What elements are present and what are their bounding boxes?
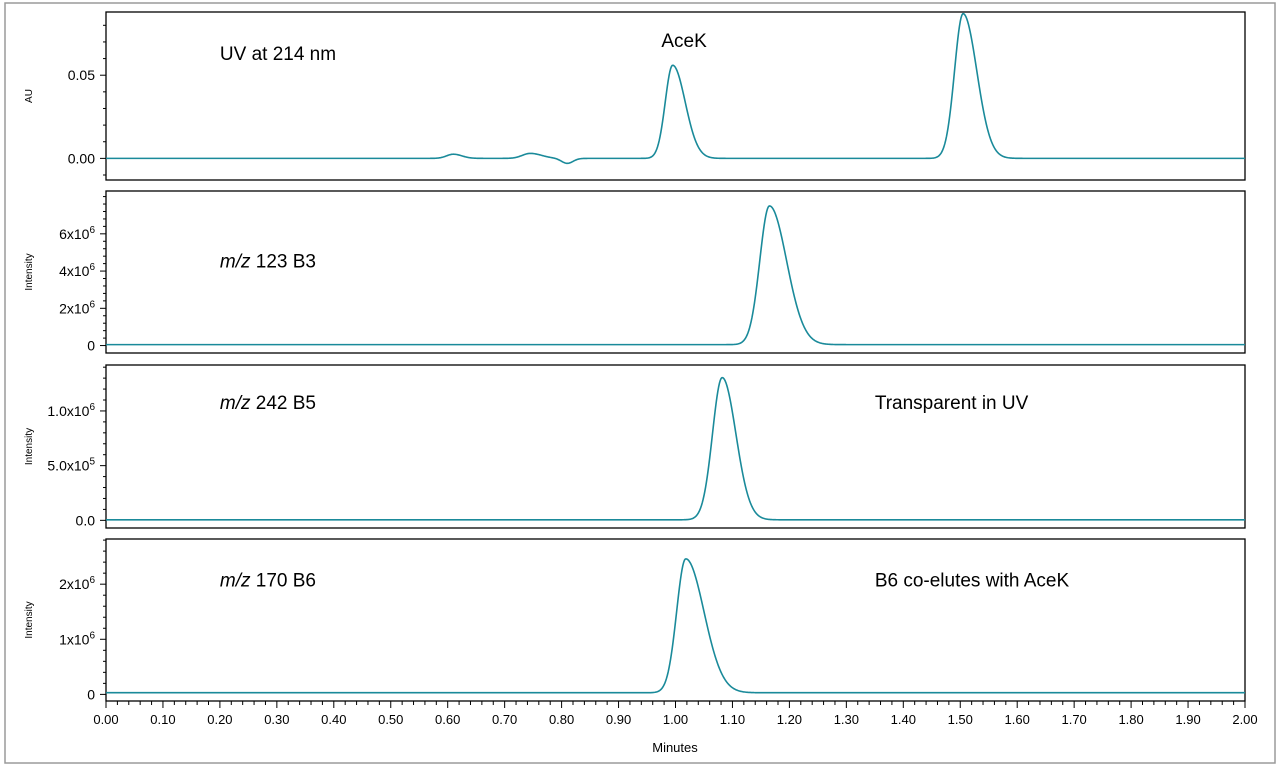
panel-3-annotation-mz: m/z xyxy=(220,393,251,414)
panel-3-annotation-label: 242 B5 xyxy=(251,393,317,414)
panel-3-ytick-label: 0.0 xyxy=(76,512,96,528)
panel-3-ylabel: Intensity xyxy=(24,428,35,465)
panel-4-trace xyxy=(106,558,1245,694)
panel-4-ytick-label-exp: 6 xyxy=(89,575,95,586)
panel-2-ytick-label-base: 2x10 xyxy=(59,300,90,316)
panel-2-ytick-label: 4x106 xyxy=(59,262,95,279)
panel-4-annotation-b6: m/z 170 B6 xyxy=(220,570,316,591)
panel-3-ytick-label: 5.0x105 xyxy=(47,457,95,474)
panel-3-ytick-label-base: 5.0x10 xyxy=(47,458,89,474)
panel-3-axis: 0.0 5.0x105 1.0x106 xyxy=(47,366,106,528)
panel-1-annotation-uv: UV at 214 nm xyxy=(220,44,336,65)
panel-2-ytick-label-exp: 6 xyxy=(89,225,95,236)
panel-2-ytick-label-exp: 6 xyxy=(89,299,95,310)
x-tick-label: 0.40 xyxy=(321,712,346,727)
x-tick-label: 1.00 xyxy=(663,712,688,727)
x-tick-label: 0.30 xyxy=(264,712,289,727)
panel-2-annotation-b3: m/z 123 B3 xyxy=(220,251,316,272)
x-tick-label: 0.00 xyxy=(93,712,118,727)
panel-3-frame xyxy=(105,364,1246,529)
panel-4-ytick-label-base: 0 xyxy=(87,686,95,702)
panel-2-trace xyxy=(106,205,1245,346)
panel-4-ytick-label-base: 2x10 xyxy=(59,576,90,592)
panel-1-ytick-label: 0.05 xyxy=(68,67,95,83)
x-tick-label: 1.10 xyxy=(720,712,745,727)
panel-1-annotation-acek: AceK xyxy=(661,31,707,52)
x-tick-label: 2.00 xyxy=(1232,712,1257,727)
panel-2-ytick-label-base: 0 xyxy=(87,338,95,354)
x-tick-label: 0.70 xyxy=(492,712,517,727)
panel-3-trace xyxy=(106,376,1245,521)
x-axis-label: Minutes xyxy=(652,740,698,755)
panel-3-ytick-label-base: 1.0x10 xyxy=(47,403,89,419)
x-tick-label: 0.50 xyxy=(378,712,403,727)
panel-2-frame xyxy=(105,190,1246,354)
panel-4-ytick-label-exp: 6 xyxy=(89,630,95,641)
panel-4-ytick-label: 2x106 xyxy=(59,575,95,592)
panel-1-ytick-label-base: 0.00 xyxy=(68,150,95,166)
panel-2-ytick-label: 0 xyxy=(87,338,95,354)
panel-2-ytick-label-base: 6x10 xyxy=(59,226,90,242)
panel-3-ytick-label-exp: 5 xyxy=(89,457,95,468)
x-tick-label: 1.30 xyxy=(834,712,859,727)
x-axis: 0.00 0.10 0.20 0.30 0.40 0.50 0.60 0.70 0.80 0.90… xyxy=(93,701,1258,727)
panel-1: 0.00 0.05 AU UV at 214 nm AceK xyxy=(24,11,1246,181)
panel-4-annotation-coelute: B6 co-elutes with AceK xyxy=(875,570,1070,591)
panel-3-annotation-transparent: Transparent in UV xyxy=(875,393,1029,414)
x-tick-label: 1.50 xyxy=(948,712,973,727)
panel-2-ylabel: Intensity xyxy=(24,253,35,290)
panel-2-ytick-label: 2x106 xyxy=(59,299,95,316)
panel-2-ytick-label-exp: 6 xyxy=(89,262,95,273)
panel-2-ytick-label: 6x106 xyxy=(59,225,95,242)
panel-1-ytick-label-base: 0.05 xyxy=(68,67,95,83)
x-tick-label: 1.60 xyxy=(1005,712,1030,727)
x-tick-label: 1.80 xyxy=(1118,712,1143,727)
panel-1-trace xyxy=(106,12,1245,165)
panel-4-ytick-label-base: 1x10 xyxy=(59,631,90,647)
x-tick-label: 0.80 xyxy=(549,712,574,727)
x-tick-label: 0.20 xyxy=(207,712,232,727)
panel-3-ytick-label: 1.0x106 xyxy=(47,402,95,419)
outer-border xyxy=(4,2,1276,764)
x-tick-label: 1.70 xyxy=(1061,712,1086,727)
panel-4-ytick-label: 1x106 xyxy=(59,630,95,647)
panel-2-ytick-label-base: 4x10 xyxy=(59,263,90,279)
x-tick-label: 0.10 xyxy=(150,712,175,727)
panel-2-annotation-label: 123 B3 xyxy=(251,251,317,272)
x-tick-label: 1.20 xyxy=(777,712,802,727)
panel-2-annotation-mz: m/z xyxy=(220,251,251,272)
x-tick-label: 1.90 xyxy=(1175,712,1200,727)
panel-4-ytick-label: 0 xyxy=(87,686,95,702)
panel-1-ylabel: AU xyxy=(24,89,35,103)
panel-4-annotation-label: 170 B6 xyxy=(251,570,317,591)
panel-4-annotation-mz: m/z xyxy=(220,570,251,591)
panel-1-frame xyxy=(105,11,1246,181)
panel-3-ytick-label-exp: 6 xyxy=(89,402,95,413)
panel-3-annotation-b5: m/z 242 B5 xyxy=(220,393,316,414)
panel-1-axis: 0.00 0.05 xyxy=(68,24,106,176)
panel-4-ylabel: Intensity xyxy=(24,601,35,638)
panel-3: 0.0 5.0x105 1.0x106 Intensity m/z 242 B5 T… xyxy=(24,364,1246,529)
panel-1-ytick-label: 0.00 xyxy=(68,150,95,166)
x-tick-label: 0.60 xyxy=(435,712,460,727)
x-tick-label: 1.40 xyxy=(891,712,916,727)
panel-3-ytick-label-base: 0.0 xyxy=(76,512,96,528)
x-tick-label: 0.90 xyxy=(606,712,631,727)
